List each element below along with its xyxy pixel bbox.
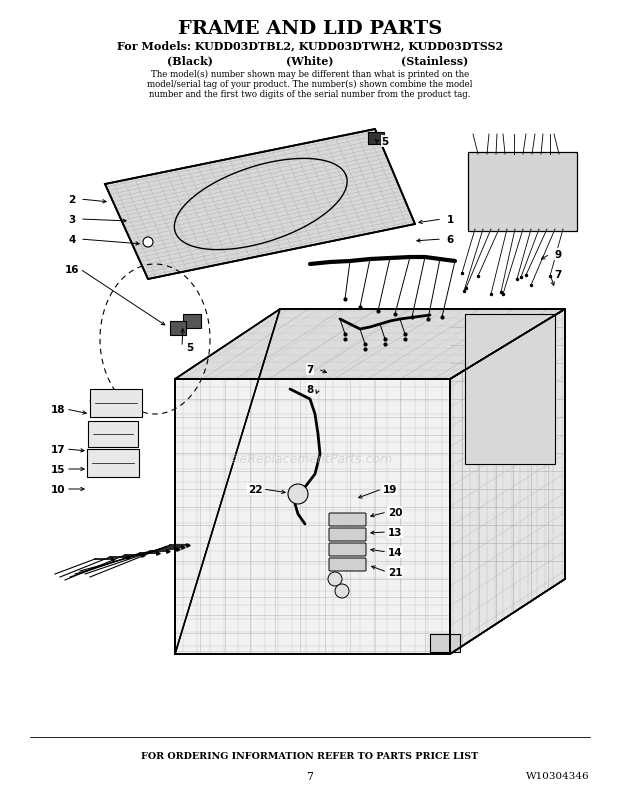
Text: 16: 16 [64,265,79,274]
Text: ©eReplacementParts.com: ©eReplacementParts.com [228,453,392,466]
Text: number and the first two digits of the serial number from the product tag.: number and the first two digits of the s… [149,90,471,99]
Bar [183,314,201,329]
Bar [368,133,384,145]
Text: 19: 19 [383,484,397,494]
Text: 10: 10 [51,484,65,494]
Bar [170,322,186,335]
Text: (Black): (Black) [167,55,213,66]
Text: FRAME AND LID PARTS: FRAME AND LID PARTS [178,20,442,38]
Text: (Stainless): (Stainless) [401,55,469,66]
Polygon shape [175,379,450,654]
Text: 5: 5 [187,342,193,353]
Text: 8: 8 [306,384,314,395]
FancyBboxPatch shape [329,529,366,541]
Text: 21: 21 [388,567,402,577]
Bar [90,390,142,418]
Bar [87,449,139,477]
FancyBboxPatch shape [468,153,577,232]
Text: 15: 15 [51,464,65,475]
Bar [465,314,555,464]
FancyBboxPatch shape [329,513,366,526]
Bar [430,634,460,652]
Text: 18: 18 [51,404,65,415]
Text: 17: 17 [51,444,65,455]
Polygon shape [450,310,565,654]
Text: model/serial tag of your product. The number(s) shown combine the model: model/serial tag of your product. The nu… [148,80,472,89]
Circle shape [328,573,342,586]
Text: The model(s) number shown may be different than what is printed on the: The model(s) number shown may be differe… [151,70,469,79]
Text: FOR ORDERING INFORMATION REFER TO PARTS PRICE LIST: FOR ORDERING INFORMATION REFER TO PARTS … [141,751,479,760]
Polygon shape [175,310,565,379]
Text: 9: 9 [554,249,562,260]
Text: 22: 22 [248,484,262,494]
Text: 3: 3 [68,215,76,225]
Text: 1: 1 [446,215,454,225]
Circle shape [143,237,153,248]
Text: 20: 20 [388,508,402,517]
Text: 13: 13 [388,528,402,537]
Text: 6: 6 [446,235,454,245]
Text: W10304346: W10304346 [526,771,590,780]
Circle shape [288,484,308,504]
FancyBboxPatch shape [329,543,366,557]
Text: 14: 14 [388,547,402,557]
Text: For Models: KUDD03DTBL2, KUDD03DTWH2, KUDD03DTSS2: For Models: KUDD03DTBL2, KUDD03DTWH2, KU… [117,40,503,51]
Bar [88,422,138,448]
FancyBboxPatch shape [329,558,366,571]
Text: 7: 7 [554,269,562,280]
Text: (White): (White) [286,55,334,66]
Text: 7: 7 [306,365,314,375]
Circle shape [335,585,349,598]
Text: 4: 4 [68,235,76,245]
Polygon shape [105,130,415,280]
Text: 5: 5 [381,137,389,147]
Text: 7: 7 [306,771,314,781]
Text: 2: 2 [68,195,76,205]
